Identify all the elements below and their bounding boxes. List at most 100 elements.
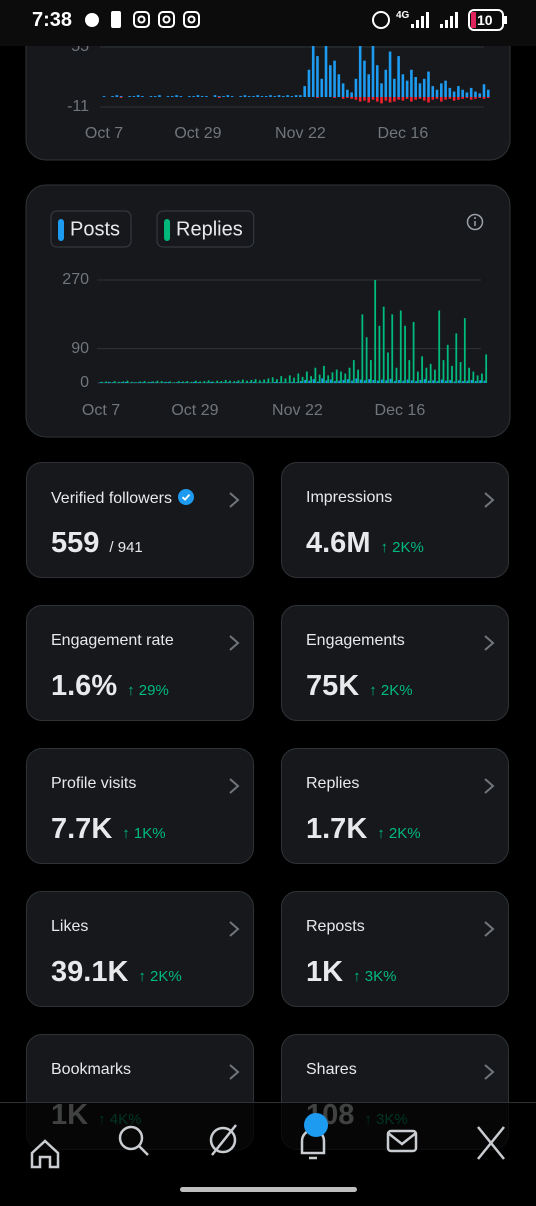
- bar: [427, 72, 430, 97]
- bar: [310, 376, 312, 383]
- bar: [110, 382, 112, 383]
- bar: [325, 46, 328, 97]
- bar: [464, 318, 466, 383]
- stat-title-text: Engagement rate: [51, 632, 174, 649]
- bar: [175, 95, 178, 97]
- stat-change: ↑ 2K%: [369, 682, 412, 699]
- search-icon[interactable]: [120, 1127, 142, 1149]
- bar: [185, 382, 187, 383]
- x-tick-label: Oct 29: [171, 402, 218, 419]
- bar: [406, 81, 409, 97]
- bar: [266, 382, 268, 383]
- bar: [460, 362, 462, 383]
- bar: [233, 381, 235, 383]
- bar: [449, 97, 452, 99]
- bar: [161, 381, 163, 383]
- bar: [440, 83, 443, 97]
- chevron: [482, 491, 496, 509]
- bar: [249, 382, 251, 383]
- bar: [441, 380, 443, 383]
- bar: [295, 95, 298, 97]
- bar: [239, 96, 242, 97]
- bar: [219, 382, 221, 383]
- x-icon[interactable]: [478, 1127, 504, 1159]
- bar: [483, 381, 485, 383]
- bar: [273, 96, 276, 97]
- bar: [148, 382, 150, 383]
- bar: [137, 95, 140, 97]
- bar: [154, 96, 157, 97]
- bar: [379, 326, 381, 383]
- bar: [248, 96, 251, 97]
- bar: [291, 382, 293, 383]
- bottom-nav: [0, 1102, 536, 1201]
- bar: [319, 375, 321, 383]
- bar: [332, 372, 334, 383]
- stat-value-text: 559: [51, 527, 99, 559]
- bar: [419, 97, 422, 99]
- bar: [406, 97, 409, 99]
- bar: [438, 311, 440, 383]
- bar: [383, 307, 385, 383]
- bar: [414, 97, 417, 100]
- bar: [355, 378, 357, 383]
- bar: [317, 381, 319, 383]
- bar: [312, 46, 315, 97]
- home-icon[interactable]: [32, 1141, 58, 1167]
- legend-swatch: [164, 219, 170, 241]
- bar: [436, 90, 439, 97]
- bar: [336, 370, 338, 383]
- bar: [457, 86, 460, 97]
- bar: [346, 90, 349, 97]
- bar: [303, 86, 306, 97]
- bar: [133, 96, 136, 97]
- stat-change: ↑ 2K%: [380, 539, 423, 556]
- nav-icons: [0, 1103, 536, 1201]
- stat-title: Bookmarks: [51, 1061, 131, 1079]
- bar: [222, 96, 225, 97]
- bar: [240, 382, 242, 383]
- bar: [393, 97, 396, 102]
- notification-badge: [304, 1113, 328, 1137]
- bar: [470, 88, 473, 97]
- bar: [481, 373, 483, 383]
- bar: [128, 96, 131, 97]
- bar: [125, 382, 127, 383]
- stat-title-text: Shares: [306, 1061, 357, 1078]
- home-indicator: [180, 1187, 357, 1192]
- bar: [372, 380, 374, 383]
- bar: [360, 380, 362, 383]
- bar: [343, 380, 345, 383]
- bar: [436, 97, 439, 99]
- bar: [453, 92, 456, 97]
- bar: [206, 382, 208, 383]
- bar: [428, 381, 430, 383]
- bar: [359, 97, 362, 102]
- bar: [377, 381, 379, 383]
- stat-value-text: 1K: [306, 956, 343, 988]
- stat-change: ↑ 1K%: [122, 825, 165, 842]
- bar: [400, 311, 402, 383]
- bar: [397, 56, 400, 97]
- bar: [316, 97, 319, 98]
- messages-icon[interactable]: [388, 1131, 416, 1151]
- bar: [120, 96, 123, 97]
- bar: [192, 96, 195, 97]
- bar: [286, 95, 289, 97]
- bar: [411, 380, 413, 383]
- chevron: [227, 634, 241, 652]
- stat-value-text: 75K: [306, 670, 359, 702]
- bar: [221, 381, 223, 383]
- stat-title-text: Likes: [51, 918, 88, 935]
- bar: [120, 97, 123, 98]
- bar: [265, 96, 268, 97]
- bar: [304, 380, 306, 383]
